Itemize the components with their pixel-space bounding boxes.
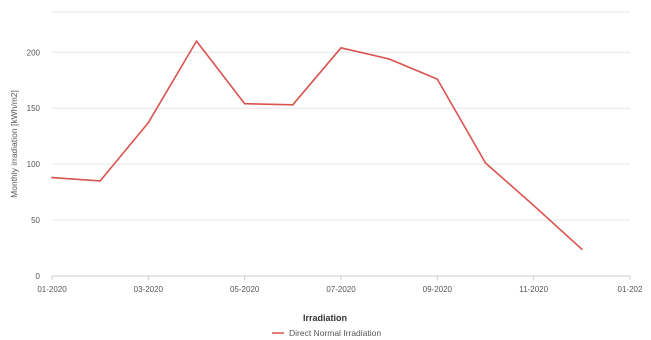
- x-tick-label: 03-2020: [134, 285, 164, 294]
- legend-title: Irradiation: [303, 313, 347, 323]
- data-point[interactable]: [195, 40, 198, 42]
- data-point[interactable]: [436, 78, 439, 80]
- x-tick-label: 11-2020: [519, 285, 548, 294]
- data-point[interactable]: [532, 204, 535, 207]
- x-tick-label: 09-2020: [423, 285, 453, 294]
- data-point[interactable]: [484, 162, 487, 164]
- series: [51, 40, 583, 250]
- y-tick-label: 100: [27, 160, 41, 169]
- data-point[interactable]: [51, 176, 53, 179]
- y-tick-label: 50: [31, 216, 40, 225]
- legend-label-direct-normal-irradiation[interactable]: Direct Normal Irradiation: [289, 328, 381, 338]
- gridlines: [52, 11, 630, 277]
- x-tick-label: 01-202: [618, 285, 643, 294]
- data-point[interactable]: [292, 104, 294, 106]
- x-tick-label: 07-2020: [326, 285, 356, 294]
- x-tick-label: 05-2020: [230, 285, 260, 294]
- y-tick-label: 200: [27, 48, 41, 57]
- data-point[interactable]: [340, 46, 342, 49]
- data-point[interactable]: [581, 248, 583, 250]
- data-point[interactable]: [99, 180, 101, 182]
- data-point[interactable]: [388, 58, 390, 60]
- x-tick-label: 01-2020: [37, 285, 67, 294]
- data-point[interactable]: [243, 102, 246, 105]
- axes: 0 50 100 150 200 01-2020 03-2020 05-2020 07-2020…: [27, 48, 643, 294]
- legend: Irradiation Direct Normal Irradiation: [272, 313, 381, 338]
- data-point[interactable]: [147, 121, 150, 124]
- y-tick-label: 0: [36, 272, 41, 281]
- y-tick-label: 150: [27, 104, 41, 113]
- y-axis-title: Monthly irradiation [kWh/m2]: [9, 90, 19, 198]
- series-line-direct-normal-irradiation[interactable]: [51, 40, 583, 250]
